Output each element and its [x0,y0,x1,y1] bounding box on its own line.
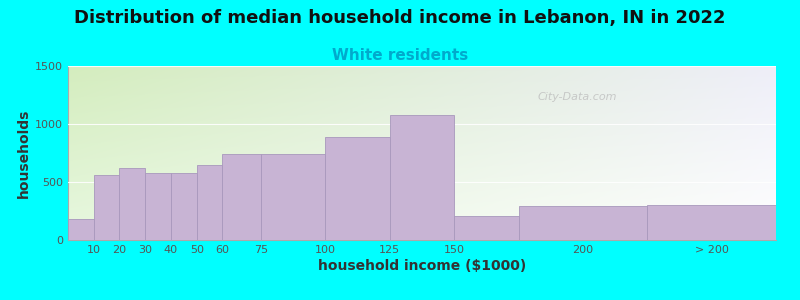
Bar [454,216,518,240]
Text: White residents: White residents [332,48,468,63]
Bar [647,205,776,240]
Bar [197,165,222,240]
Bar [68,218,94,240]
Bar [146,173,171,240]
Y-axis label: households: households [17,108,31,198]
Bar [518,206,647,240]
Text: City-Data.com: City-Data.com [538,92,618,102]
X-axis label: household income ($1000): household income ($1000) [318,259,526,273]
Bar [94,175,119,240]
Text: Distribution of median household income in Lebanon, IN in 2022: Distribution of median household income … [74,9,726,27]
Bar [222,154,261,240]
Bar [261,154,326,240]
Bar [119,168,146,240]
Bar [171,173,197,240]
Bar [390,115,454,240]
Bar [326,137,390,240]
